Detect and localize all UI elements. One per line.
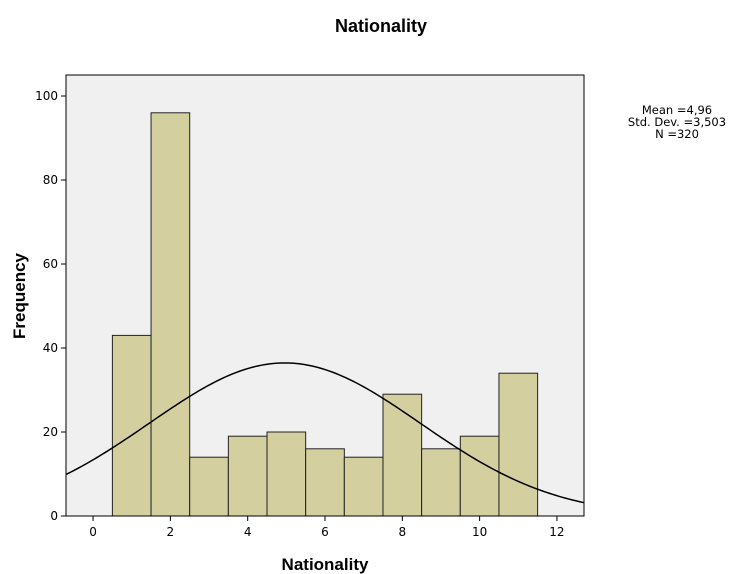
chart-title: Nationality <box>335 16 427 36</box>
x-axis: 0 2 4 6 8 10 12 <box>89 516 565 539</box>
x-tick-label: 4 <box>244 525 252 539</box>
y-tick-label: 0 <box>50 509 58 523</box>
histogram-bar <box>227 435 268 517</box>
y-tick-label: 80 <box>43 173 58 187</box>
y-tick-label: 40 <box>43 341 58 355</box>
x-tick-label: 12 <box>549 525 564 539</box>
x-tick-label: 0 <box>89 525 97 539</box>
x-tick-label: 6 <box>321 525 329 539</box>
y-tick-label: 60 <box>43 257 58 271</box>
histogram-bar <box>189 456 229 517</box>
x-tick-label: 8 <box>398 525 406 539</box>
x-tick-label: 2 <box>167 525 175 539</box>
histogram-bar <box>498 372 539 517</box>
x-tick-label: 10 <box>472 525 487 539</box>
y-tick-label: 20 <box>43 425 58 439</box>
y-axis-title: Frequency <box>10 252 29 339</box>
histogram-bar <box>305 448 345 517</box>
histogram-bar <box>266 431 307 517</box>
histogram-bar <box>459 435 500 517</box>
y-tick-label: 100 <box>35 89 58 103</box>
bars-group <box>111 112 539 517</box>
stats-line: Std. Dev. =3,503 <box>628 115 726 129</box>
histogram-bar <box>343 456 384 517</box>
stats-line: N =320 <box>655 127 699 141</box>
y-axis: 0 20 40 60 80 100 <box>35 89 66 523</box>
x-axis-title: Nationality <box>282 555 369 574</box>
stats-line: Mean =4,96 <box>642 103 712 117</box>
histogram-bar <box>421 448 461 517</box>
normal-curve <box>65 362 585 504</box>
histogram-bar <box>150 112 191 517</box>
histogram-bar <box>382 393 423 517</box>
